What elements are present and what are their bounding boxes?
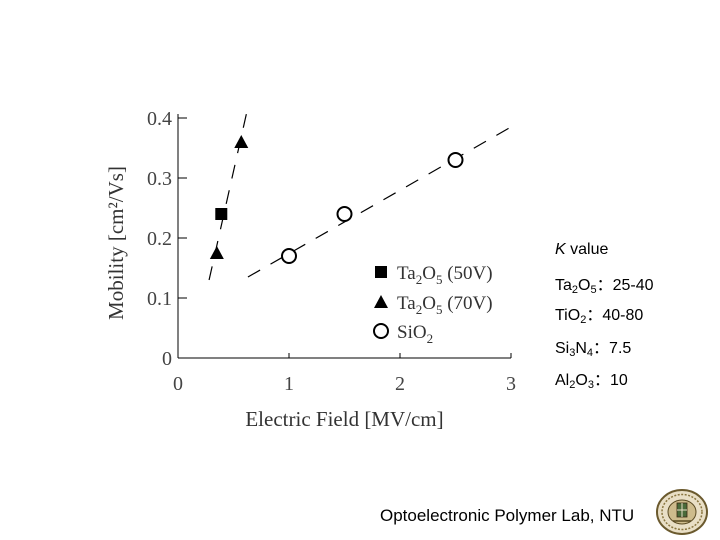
y-tick-label: 0 — [162, 348, 172, 370]
data-point-circle — [447, 152, 464, 168]
university-seal-icon — [656, 489, 708, 535]
data-point-circle — [281, 248, 297, 264]
x-tick-label: 1 — [284, 373, 294, 395]
y-tick-label: 0.2 — [147, 228, 172, 250]
legend-label-ta70: Ta2O5 (70V) — [397, 293, 493, 317]
legend-marker-sio2 — [373, 323, 389, 339]
data-point-triangle — [234, 135, 249, 148]
legend: Ta2O5 (50V) Ta2O5 (70V) SiO2 — [373, 263, 493, 346]
k-row-al2o3: Al2O3：10 — [555, 372, 628, 391]
lab-footer: Optoelectronic Polymer Lab, NTU — [380, 506, 635, 525]
data-point-triangle — [209, 246, 224, 259]
x-tick-label: 2 — [395, 373, 405, 395]
chart-axes: 0 1 2 3 0 0.1 0.2 0.3 0.4 Electric Field [MV/cm] M… — [104, 108, 516, 431]
data-point-circle — [336, 206, 353, 222]
k-value-title: K value — [555, 241, 609, 258]
y-tick-label: 0.3 — [147, 168, 172, 190]
data-point-square — [215, 208, 228, 220]
k-row-ta2o5: Ta2O5：25-40 — [555, 277, 654, 296]
x-tick-label: 3 — [506, 373, 516, 395]
k-row-tio2: TiO2：40-80 — [555, 307, 644, 326]
legend-label-sio2: SiO2 — [397, 322, 433, 346]
legend-marker-ta70 — [374, 295, 388, 308]
k-row-si3n4: Si3N4：7.5 — [555, 340, 632, 359]
data-points — [209, 135, 464, 264]
y-tick-label: 0.1 — [147, 288, 172, 310]
y-tick-label: 0.4 — [147, 108, 172, 130]
x-tick-label: 0 — [173, 373, 183, 395]
x-axis-label: Electric Field [MV/cm] — [245, 407, 443, 431]
fit-lines — [208, 111, 512, 281]
y-axis-label: Mobility [cm²/Vs] — [104, 166, 128, 320]
legend-label-ta50: Ta2O5 (50V) — [397, 263, 493, 287]
legend-marker-ta50 — [375, 266, 387, 278]
